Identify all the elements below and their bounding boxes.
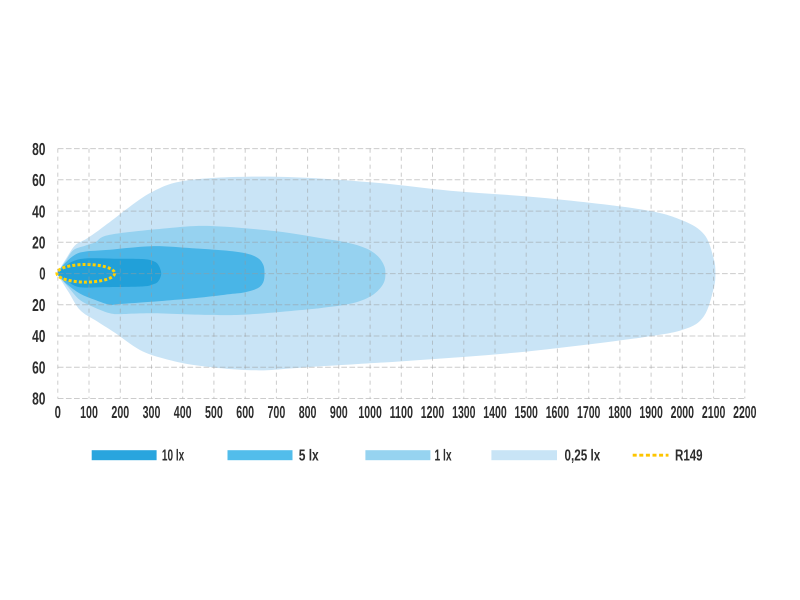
svg-text:20: 20 — [32, 295, 45, 315]
svg-text:1300: 1300 — [452, 402, 475, 422]
svg-text:1500: 1500 — [515, 402, 538, 422]
svg-text:600: 600 — [236, 402, 254, 422]
svg-text:10 lx: 10 lx — [162, 447, 184, 464]
svg-text:60: 60 — [32, 170, 45, 190]
svg-text:500: 500 — [205, 402, 223, 422]
svg-text:5 lx: 5 lx — [299, 447, 319, 464]
svg-text:40: 40 — [32, 201, 45, 221]
svg-text:80: 80 — [32, 139, 45, 159]
svg-text:300: 300 — [143, 402, 161, 422]
svg-text:200: 200 — [111, 402, 129, 422]
svg-text:2200: 2200 — [733, 402, 756, 422]
svg-text:700: 700 — [268, 402, 286, 422]
svg-text:20: 20 — [32, 233, 45, 253]
svg-text:1000: 1000 — [358, 402, 381, 422]
svg-text:0,25 lx: 0,25 lx — [565, 447, 601, 464]
svg-text:100: 100 — [80, 402, 98, 422]
svg-text:1400: 1400 — [483, 402, 506, 422]
svg-text:1100: 1100 — [390, 402, 413, 422]
svg-text:1600: 1600 — [546, 402, 569, 422]
svg-text:1200: 1200 — [421, 402, 444, 422]
svg-text:2100: 2100 — [702, 402, 725, 422]
svg-text:400: 400 — [174, 402, 192, 422]
svg-text:1 lx: 1 lx — [435, 447, 452, 464]
svg-text:40: 40 — [32, 326, 45, 346]
svg-text:1800: 1800 — [608, 402, 631, 422]
svg-text:R149: R149 — [675, 447, 703, 464]
svg-text:60: 60 — [32, 358, 45, 378]
svg-text:1900: 1900 — [639, 402, 662, 422]
svg-text:1700: 1700 — [577, 402, 600, 422]
svg-text:80: 80 — [32, 389, 45, 409]
svg-text:0: 0 — [39, 264, 45, 284]
svg-text:900: 900 — [330, 402, 348, 422]
svg-text:2000: 2000 — [671, 402, 694, 422]
svg-text:800: 800 — [299, 402, 317, 422]
svg-text:0: 0 — [55, 402, 61, 422]
